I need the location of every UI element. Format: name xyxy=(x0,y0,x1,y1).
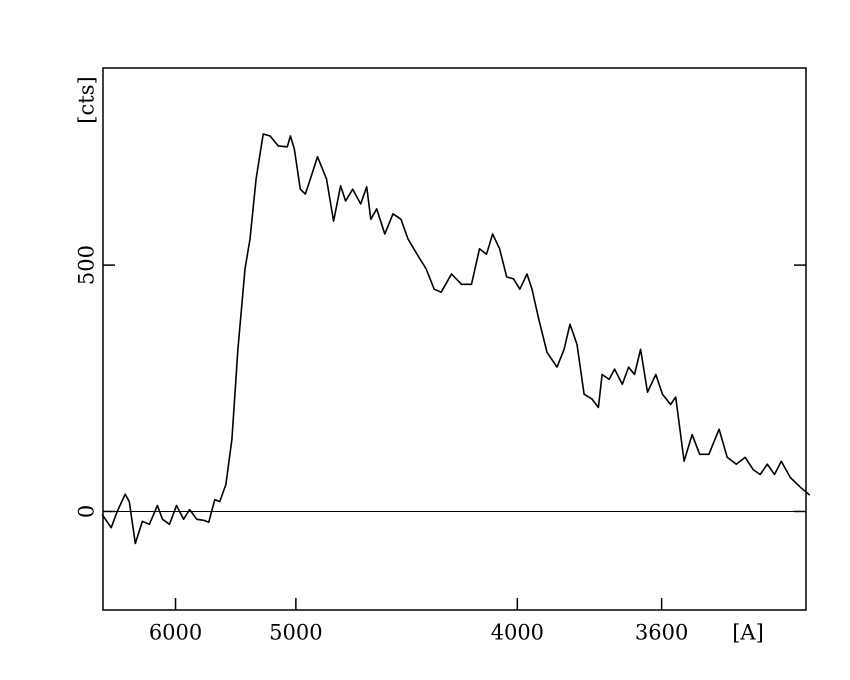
y-tick-label: 500 xyxy=(75,245,99,285)
y-tick-label: 0 xyxy=(75,505,99,518)
spectrum-line xyxy=(101,133,811,545)
x-axis-label: [A] xyxy=(732,621,764,645)
y-axis-label: [cts] xyxy=(75,76,99,123)
x-tick-label: 6000 xyxy=(149,621,202,645)
x-tick-label: 3600 xyxy=(635,621,688,645)
x-tick-label: 5000 xyxy=(269,621,322,645)
plot-frame xyxy=(102,67,807,611)
x-tick-label: 4000 xyxy=(491,621,544,645)
